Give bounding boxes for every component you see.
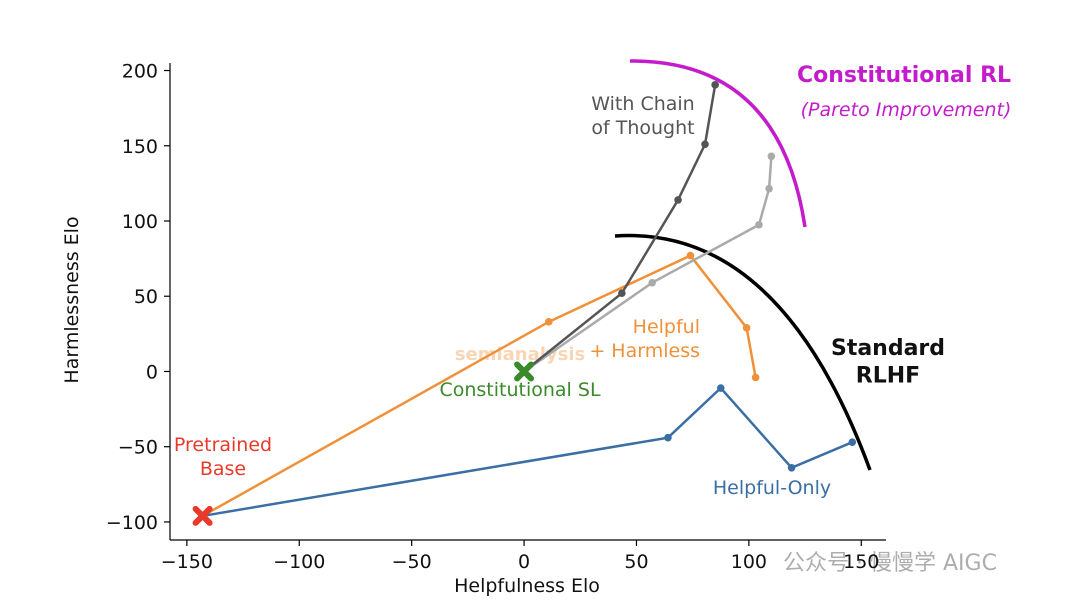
series-label: With Chain of Thought: [591, 93, 694, 139]
point: [618, 289, 626, 298]
y-tick-label: −50: [118, 437, 158, 459]
point: [711, 81, 719, 89]
point: [686, 251, 695, 260]
y-axis-label: Harmlessness Elo: [61, 216, 83, 383]
pareto-label: (Pareto Improvement): [801, 99, 1012, 121]
cross-marker: [192, 505, 213, 526]
cross-marker: [514, 361, 535, 382]
point: [767, 152, 776, 161]
point: [742, 324, 751, 332]
watermark-logo: semianalysis: [455, 344, 585, 365]
point: [648, 278, 657, 287]
x-tick-label: 0: [518, 551, 530, 573]
point: [664, 433, 672, 442]
point: [544, 318, 553, 326]
x-tick-label: −50: [392, 551, 432, 573]
marker-label: Pretrained Base: [174, 434, 272, 480]
y-tick-label: 0: [146, 361, 158, 383]
standard-rlhf-label: Standard RLHF: [831, 336, 945, 389]
y-tick-label: 150: [122, 136, 158, 158]
constitutional-rl-label: Constitutional RL: [797, 63, 1011, 88]
x-tick-label: −150: [161, 551, 213, 573]
x-tick-label: 150: [843, 551, 879, 573]
series-label: Helpful-Only: [713, 477, 831, 499]
point: [701, 140, 709, 149]
point: [755, 220, 763, 229]
y-tick-label: 100: [122, 211, 158, 233]
marker-label: Constitutional SL: [439, 379, 600, 401]
point: [716, 384, 725, 392]
point: [765, 184, 773, 193]
x-tick-label: 50: [624, 551, 648, 573]
point: [848, 438, 857, 446]
y-tick-label: −100: [106, 512, 158, 534]
x-tick-label: 100: [731, 551, 767, 573]
watermark-account: 公众号 · 慢慢学 AIGC: [783, 551, 997, 576]
y-tick-label: 50: [134, 286, 158, 308]
point: [751, 373, 760, 382]
x-tick-label: −100: [273, 551, 325, 573]
standard-rlhf-curve: [614, 233, 872, 471]
y-tick-label: 200: [122, 61, 158, 83]
point: [674, 196, 682, 204]
x-axis-label: Helpfulness Elo: [454, 575, 600, 597]
constitutional-rl-curve: [629, 59, 807, 228]
series-label: Helpful + Harmless: [589, 316, 700, 362]
point: [787, 463, 796, 472]
